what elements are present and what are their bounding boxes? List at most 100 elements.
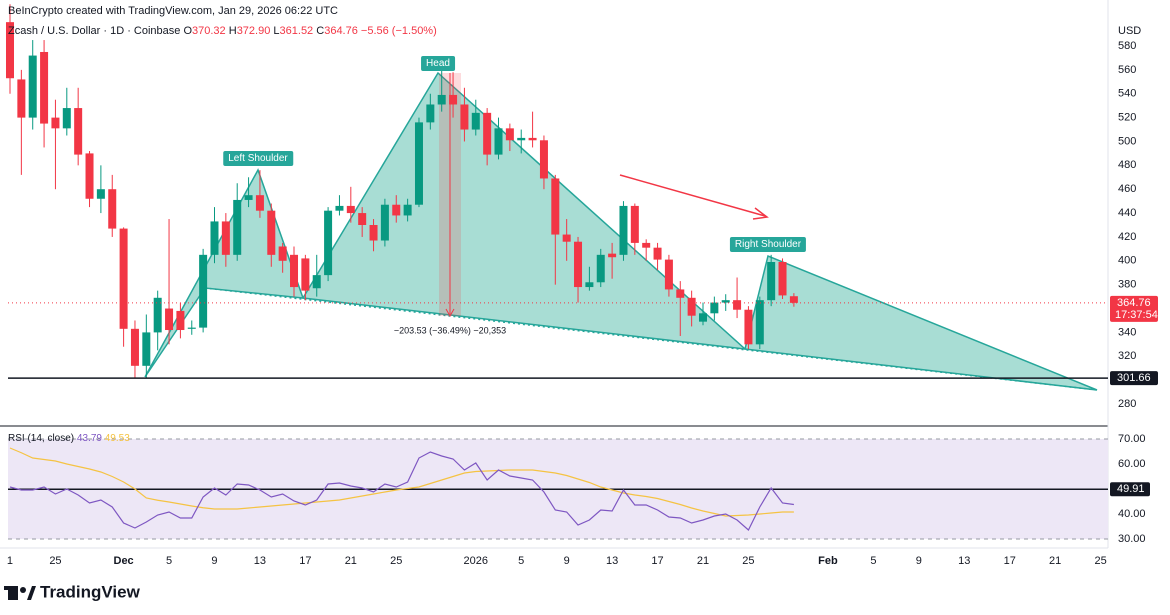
y-tick-label: 30.00 xyxy=(1118,533,1146,545)
x-tick-label: Dec xyxy=(114,555,134,567)
rsi-legend: RSI (14, close) 43.79 49.53 xyxy=(8,433,130,444)
candle-body xyxy=(619,205,628,255)
y-tick-label: 340 xyxy=(1118,326,1136,338)
y-tick-label: 400 xyxy=(1118,255,1136,267)
price-label-box xyxy=(1110,371,1158,386)
price-label: 364.76 xyxy=(1117,297,1151,309)
x-tick-label: 9 xyxy=(211,555,217,567)
change: −5.56 (−1.50%) xyxy=(360,25,437,37)
x-tick-label: Feb xyxy=(818,555,838,567)
y-tick-label: 60.00 xyxy=(1118,458,1146,470)
candle-body xyxy=(130,328,139,366)
y-tick-label: 480 xyxy=(1118,159,1136,171)
trend-arrow-head xyxy=(752,207,769,220)
candle-body xyxy=(698,313,707,322)
candle-body xyxy=(562,234,571,242)
candle-body xyxy=(471,112,480,130)
candle-body xyxy=(142,332,151,366)
logo xyxy=(4,586,36,600)
candle-body xyxy=(5,22,14,79)
candle-body xyxy=(403,204,412,216)
y-tick-label: 580 xyxy=(1118,40,1136,52)
candle-body xyxy=(437,94,446,105)
candle-body xyxy=(108,189,117,229)
x-tick-label: 5 xyxy=(166,555,172,567)
left-shoulder-label: Left Shoulder xyxy=(223,151,293,166)
candle-body xyxy=(528,137,537,141)
candle-body xyxy=(244,195,253,200)
price-label-box xyxy=(1110,295,1158,322)
candle-body xyxy=(460,104,469,130)
rsi-title: RSI (14, close) xyxy=(8,433,75,444)
y-tick-label: 280 xyxy=(1118,398,1136,410)
candle-body xyxy=(221,221,230,255)
x-tick-label: 21 xyxy=(697,555,709,567)
currency: USD xyxy=(1118,25,1141,37)
candle-body xyxy=(96,189,105,199)
candle-body xyxy=(494,128,503,155)
x-tick-label: 5 xyxy=(870,555,876,567)
head-label: Head xyxy=(421,56,455,71)
candle-body xyxy=(676,289,685,298)
candle-body xyxy=(255,195,264,211)
ohlc-value: 372.90 xyxy=(236,25,271,37)
candle-body xyxy=(733,300,742,310)
candle-body xyxy=(369,225,378,241)
candle-body xyxy=(630,205,639,243)
ohlc-value: 364.76 xyxy=(324,25,358,37)
level-label: 49.91 xyxy=(1117,483,1145,495)
candle-body xyxy=(789,296,798,303)
ohlc-label: O xyxy=(183,25,193,37)
candle-body xyxy=(233,199,242,255)
candle-body xyxy=(40,51,49,124)
ohlc: O370.32 H372.90 L361.52 C364.76 xyxy=(183,25,360,37)
rsi-ma-value: 49.53 xyxy=(104,433,130,444)
x-tick-label: 13 xyxy=(958,555,970,567)
candle-body xyxy=(608,253,617,258)
x-tick-label: 25 xyxy=(49,555,61,567)
candle-body xyxy=(574,241,583,288)
candle-body xyxy=(199,254,208,328)
ohlc-value: 361.52 xyxy=(279,25,314,37)
rsi-value: 43.79 xyxy=(76,433,102,444)
y-tick-label: 40.00 xyxy=(1118,508,1146,520)
y-tick-label: 460 xyxy=(1118,183,1136,195)
candle-body xyxy=(721,300,730,303)
candle-body xyxy=(210,221,219,255)
candle-body xyxy=(312,275,321,289)
symbol-legend: Zcash / U.S. Dollar · 1D · Coinbase O370… xyxy=(8,25,437,37)
x-tick-label: 13 xyxy=(254,555,266,567)
right-shoulder-label: Right Shoulder xyxy=(729,237,807,252)
y-tick-label: 540 xyxy=(1118,88,1136,100)
ohlc-label: C xyxy=(316,25,325,37)
candle-body xyxy=(585,282,594,288)
candle-body xyxy=(483,112,492,155)
candle-body xyxy=(426,104,435,123)
candle-body xyxy=(664,259,673,290)
candle-body xyxy=(539,140,548,179)
x-tick-label: 2026 xyxy=(464,555,488,567)
measure-label: −203.53 (−36.49%) −20,353 xyxy=(394,325,506,335)
candle-body xyxy=(687,297,696,316)
x-tick-label: 9 xyxy=(916,555,922,567)
candle-body xyxy=(414,122,423,205)
x-tick-label: 1 xyxy=(7,555,13,567)
candle-body xyxy=(642,242,651,248)
x-tick-label: 25 xyxy=(390,555,402,567)
x-tick-label: 17 xyxy=(299,555,311,567)
trend-arrow xyxy=(619,174,766,217)
candle-body xyxy=(335,205,344,211)
logo-text: TradingView xyxy=(40,582,141,601)
countdown: 17:37:54 xyxy=(1115,309,1158,321)
candle-body xyxy=(278,246,287,261)
candle-body xyxy=(17,79,26,118)
x-tick-label: 25 xyxy=(742,555,754,567)
level-label-box xyxy=(1110,482,1150,497)
x-tick-label: 25 xyxy=(1094,555,1106,567)
candle-body xyxy=(267,210,276,255)
candle-body xyxy=(596,254,605,283)
candle-body xyxy=(290,254,299,288)
symbol: Zcash / U.S. Dollar · 1D · Coinbase xyxy=(8,25,181,37)
y-tick-label: 440 xyxy=(1118,207,1136,219)
